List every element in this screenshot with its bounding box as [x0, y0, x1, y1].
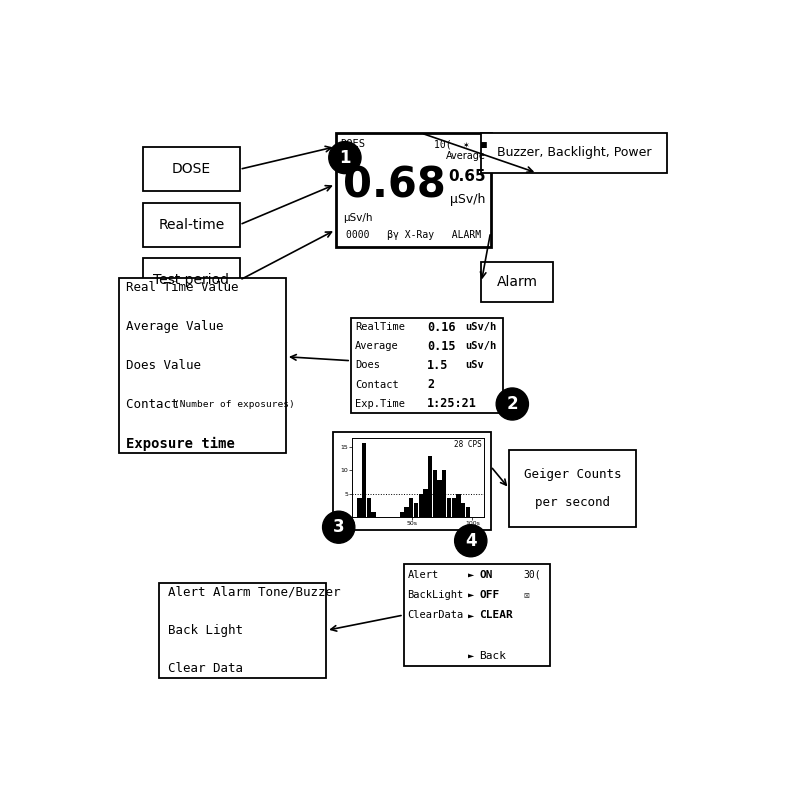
Text: 3: 3 [333, 518, 345, 536]
Text: ►: ► [468, 651, 474, 661]
Text: ON: ON [479, 570, 493, 580]
FancyBboxPatch shape [333, 432, 490, 530]
Text: 10(  ✶  ■: 10( ✶ ■ [434, 139, 487, 149]
Text: 0.68: 0.68 [343, 164, 446, 206]
FancyBboxPatch shape [336, 133, 490, 247]
Text: 1.5: 1.5 [427, 359, 449, 372]
Text: (Number of exposures): (Number of exposures) [174, 400, 294, 409]
Text: 0000   βγ X-Ray   ALARM: 0000 βγ X-Ray ALARM [346, 230, 481, 239]
Text: 2: 2 [427, 378, 434, 391]
Text: OFF: OFF [479, 590, 500, 600]
Text: Contact: Contact [355, 379, 398, 390]
Text: Alert Alarm Tone/Buzzer: Alert Alarm Tone/Buzzer [168, 586, 341, 598]
Text: 1: 1 [339, 149, 350, 166]
Text: uSv: uSv [465, 361, 484, 370]
FancyBboxPatch shape [351, 318, 503, 414]
Text: Average Value: Average Value [126, 320, 223, 333]
Text: BackLight: BackLight [407, 590, 464, 600]
Circle shape [329, 142, 361, 174]
Text: Real-time: Real-time [158, 218, 225, 232]
Text: Does: Does [355, 361, 380, 370]
FancyBboxPatch shape [482, 133, 667, 173]
Text: CLEAR: CLEAR [479, 610, 514, 620]
FancyBboxPatch shape [143, 147, 239, 191]
Text: uSv/h: uSv/h [465, 322, 496, 332]
Text: Average: Average [446, 150, 486, 161]
Text: Exposure time: Exposure time [126, 437, 235, 450]
Circle shape [496, 388, 529, 420]
Circle shape [454, 525, 487, 557]
Text: μSv/h: μSv/h [450, 193, 486, 206]
Text: Clear Data: Clear Data [168, 662, 243, 675]
Text: Alert: Alert [407, 570, 438, 580]
Text: 1:25:21: 1:25:21 [427, 397, 477, 410]
Text: DOES: DOES [341, 139, 366, 149]
Text: Real Time Value: Real Time Value [126, 281, 238, 294]
Text: Back: Back [479, 651, 506, 661]
Text: Test period: Test period [154, 273, 230, 287]
Text: 0.16: 0.16 [427, 321, 455, 334]
FancyBboxPatch shape [510, 450, 636, 527]
Text: 2: 2 [506, 395, 518, 413]
Text: Geiger Counts: Geiger Counts [524, 468, 622, 482]
Text: 0.15: 0.15 [427, 340, 455, 353]
Text: Alarm: Alarm [497, 275, 538, 290]
Text: 0.65: 0.65 [448, 169, 486, 184]
Text: 4: 4 [465, 532, 477, 550]
Text: ClearData: ClearData [407, 610, 464, 620]
Text: Average: Average [355, 342, 398, 351]
Text: RealTime: RealTime [355, 322, 405, 332]
Text: ►: ► [468, 610, 474, 620]
Text: ►: ► [468, 590, 474, 600]
Text: per second: per second [535, 496, 610, 509]
Text: uSv/h: uSv/h [465, 342, 496, 351]
Circle shape [322, 511, 355, 543]
Text: DOSE: DOSE [172, 162, 211, 176]
Text: 30(: 30( [523, 570, 541, 580]
FancyBboxPatch shape [404, 564, 550, 666]
Text: Exp.Time: Exp.Time [355, 398, 405, 409]
FancyBboxPatch shape [159, 582, 326, 678]
FancyBboxPatch shape [143, 202, 239, 247]
Text: Back Light: Back Light [168, 624, 243, 637]
Text: ►: ► [468, 570, 474, 580]
FancyBboxPatch shape [482, 262, 553, 302]
Text: μSv/h: μSv/h [343, 214, 373, 223]
Text: Does Value: Does Value [126, 359, 201, 372]
FancyBboxPatch shape [143, 258, 239, 302]
Text: Contact: Contact [126, 398, 186, 411]
Text: Buzzer, Backlight, Power: Buzzer, Backlight, Power [497, 146, 651, 159]
Text: ☒: ☒ [523, 590, 529, 600]
FancyBboxPatch shape [118, 278, 286, 454]
